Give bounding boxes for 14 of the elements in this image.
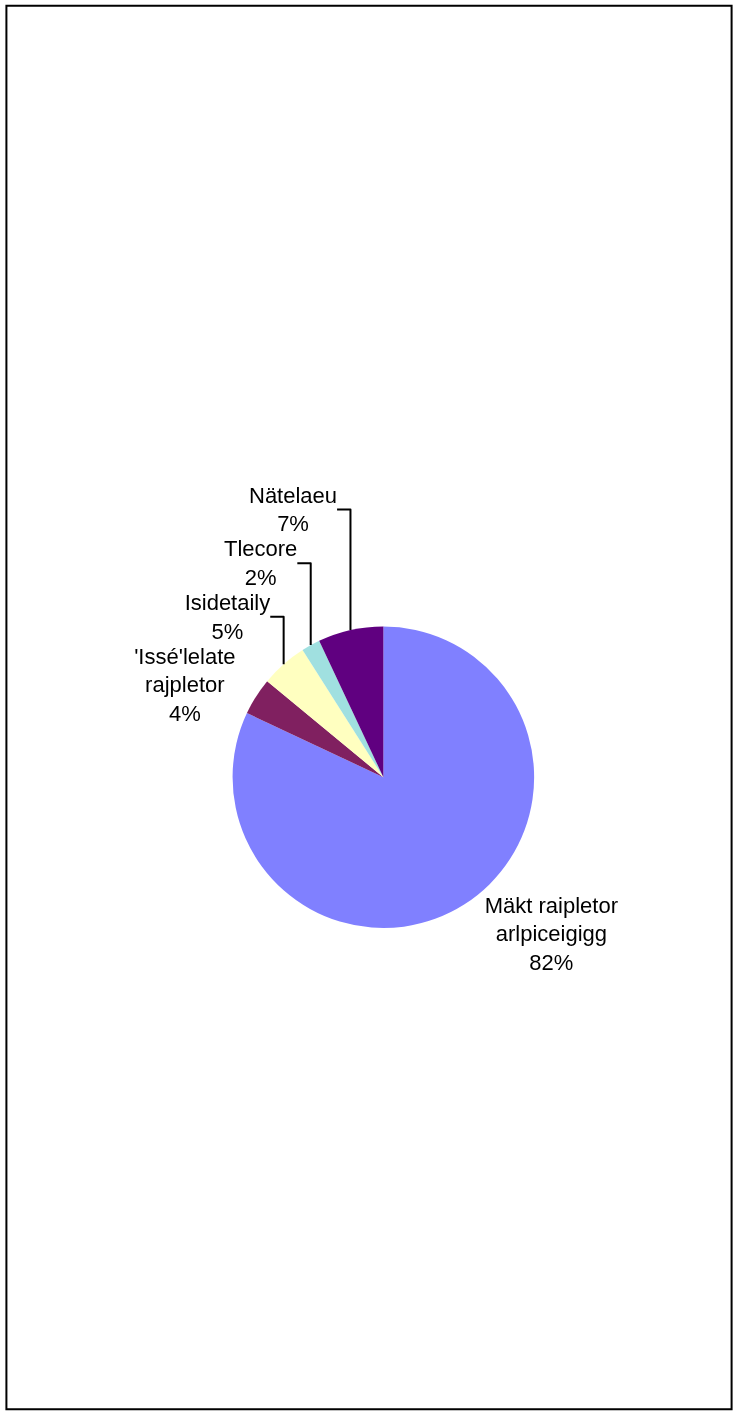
slice-label: Tlecore — [223, 536, 298, 562]
pie-slice — [267, 649, 384, 778]
data-label: 5% — [211, 618, 244, 644]
pie-slice — [246, 681, 384, 778]
data-label: 2% — [244, 564, 277, 590]
slice-label: Nätelaeu — [248, 482, 338, 508]
slice-label: Isidetaily — [184, 589, 271, 615]
data-label: 4% — [168, 700, 201, 726]
slice-label: Mäkt raipletor arlpiceigigg — [484, 892, 618, 947]
pie-slice — [319, 626, 384, 778]
data-label: 82% — [529, 949, 574, 975]
slice-label: 'Issé'lelate rajpletor — [134, 643, 236, 698]
pie-slice — [302, 640, 384, 778]
data-label: 7% — [277, 511, 309, 537]
